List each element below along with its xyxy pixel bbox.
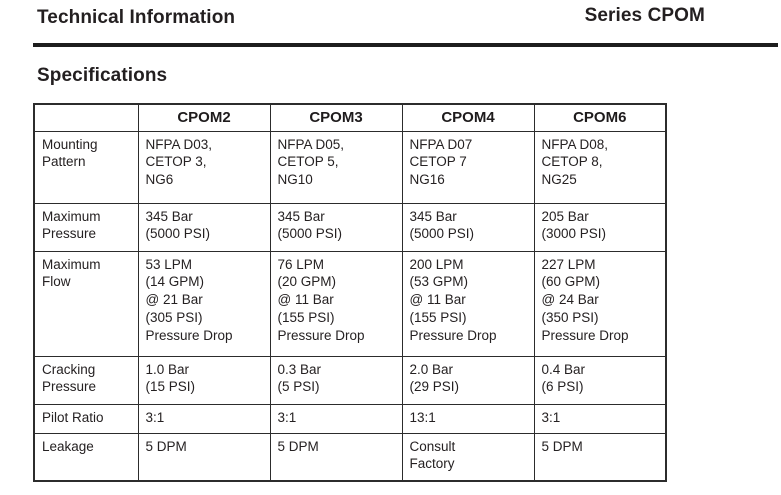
table-row: Pilot Ratio 3:1 3:1 13:1 3:1 — [33, 403, 667, 434]
specifications-table-wrap: CPOM2 CPOM3 CPOM4 CPOM6 Mounting Pattern NFP… — [33, 103, 667, 482]
spec-cell: 345 Bar (5000 PSI) — [137, 202, 271, 252]
spec-cell: 5 DPM — [269, 432, 403, 482]
spec-cell: 1.0 Bar (15 PSI) — [137, 355, 271, 405]
spec-cell: 2.0 Bar (29 PSI) — [401, 355, 535, 405]
column-header: CPOM2 — [137, 103, 271, 132]
table-row: Maximum Pressure 345 Bar (5000 PSI) 345 Ba… — [33, 202, 667, 252]
table-row: Leakage 5 DPM 5 DPM Consult Factory 5 DPM — [33, 432, 667, 482]
spec-cell: 205 Bar (3000 PSI) — [533, 202, 667, 252]
spec-cell: 227 LPM (60 GPM) @ 24 Bar (350 PSI) Pres… — [533, 250, 667, 357]
spec-cell: 200 LPM (53 GPM) @ 11 Bar (155 PSI) Pres… — [401, 250, 535, 357]
row-label: Pilot Ratio — [33, 403, 139, 434]
table-header: CPOM2 CPOM3 CPOM4 CPOM6 — [33, 103, 667, 132]
spec-cell: 0.3 Bar (5 PSI) — [269, 355, 403, 405]
spec-cell: 345 Bar (5000 PSI) — [269, 202, 403, 252]
spec-cell: 53 LPM (14 GPM) @ 21 Bar (305 PSI) Press… — [137, 250, 271, 357]
table-body: Mounting Pattern NFPA D03, CETOP 3, NG6 NF… — [33, 130, 667, 482]
spec-cell: NFPA D07 CETOP 7 NG16 — [401, 130, 535, 204]
spec-cell: 345 Bar (5000 PSI) — [401, 202, 535, 252]
spec-cell: 3:1 — [137, 403, 271, 434]
table-row: Maximum Flow 53 LPM (14 GPM) @ 21 Bar (30… — [33, 250, 667, 357]
spec-cell: 3:1 — [269, 403, 403, 434]
header-rule-divider — [33, 43, 778, 47]
spec-cell: NFPA D05, CETOP 5, NG10 — [269, 130, 403, 204]
spec-cell: 76 LPM (20 GPM) @ 11 Bar (155 PSI) Press… — [269, 250, 403, 357]
spec-cell: 0.4 Bar (6 PSI) — [533, 355, 667, 405]
column-header: CPOM6 — [533, 103, 667, 132]
table-header-row: CPOM2 CPOM3 CPOM4 CPOM6 — [33, 103, 667, 132]
row-label: Mounting Pattern — [33, 130, 139, 204]
table-row: Cracking Pressure 1.0 Bar (15 PSI) 0.3 Bar… — [33, 355, 667, 405]
row-label: Maximum Flow — [33, 250, 139, 357]
column-header: CPOM4 — [401, 103, 535, 132]
spec-cell: 3:1 — [533, 403, 667, 434]
spec-cell: 13:1 — [401, 403, 535, 434]
specifications-table: CPOM2 CPOM3 CPOM4 CPOM6 Mounting Pattern NFP… — [33, 103, 667, 482]
spec-cell: Consult Factory — [401, 432, 535, 482]
spec-cell: 5 DPM — [137, 432, 271, 482]
series-title: Series CPOM — [584, 5, 705, 26]
column-header: CPOM3 — [269, 103, 403, 132]
table-row: Mounting Pattern NFPA D03, CETOP 3, NG6 NF… — [33, 130, 667, 204]
row-label: Maximum Pressure — [33, 202, 139, 252]
column-header-blank — [33, 103, 139, 132]
row-label: Leakage — [33, 432, 139, 482]
spec-cell: NFPA D08, CETOP 8, NG25 — [533, 130, 667, 204]
spec-cell: NFPA D03, CETOP 3, NG6 — [137, 130, 271, 204]
spec-cell: 5 DPM — [533, 432, 667, 482]
section-title: Specifications — [37, 65, 168, 86]
page-title: Technical Information — [37, 7, 236, 28]
row-label: Cracking Pressure — [33, 355, 139, 405]
